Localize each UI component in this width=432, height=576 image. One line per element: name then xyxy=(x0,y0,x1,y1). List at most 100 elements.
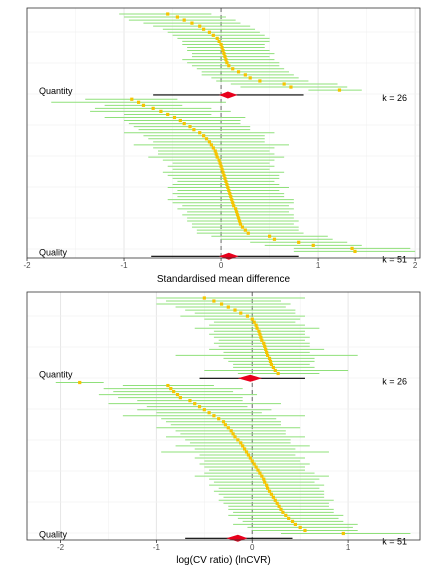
effect-point xyxy=(233,308,237,312)
effect-point xyxy=(166,112,170,117)
effect-point xyxy=(252,320,256,324)
effect-point xyxy=(265,483,269,487)
effect-point xyxy=(255,326,259,330)
effect-point xyxy=(262,341,266,345)
effect-point xyxy=(262,477,266,481)
effect-point xyxy=(215,36,219,40)
effect-point xyxy=(207,30,212,34)
x-axis-label: Standardised mean difference xyxy=(157,274,291,285)
effect-point xyxy=(211,146,215,150)
effect-point xyxy=(271,495,275,499)
x-tick-label: -1 xyxy=(153,543,161,552)
effect-point xyxy=(298,525,302,530)
effect-point xyxy=(217,417,221,421)
effect-point xyxy=(215,155,219,159)
effect-point xyxy=(219,42,223,47)
effect-point xyxy=(222,51,226,56)
x-tick-label: -2 xyxy=(23,261,31,270)
effect-point xyxy=(233,435,237,439)
effect-point xyxy=(213,149,217,153)
effect-point xyxy=(166,12,170,16)
effect-point xyxy=(207,411,211,415)
group-label-1: Quality xyxy=(39,529,68,539)
effect-point xyxy=(192,128,196,132)
effect-point xyxy=(269,362,274,367)
effect-point xyxy=(235,213,240,217)
effect-point xyxy=(221,170,225,174)
effect-point xyxy=(141,103,146,107)
effect-point xyxy=(246,231,250,235)
effect-point xyxy=(217,39,221,43)
effect-point xyxy=(169,386,173,391)
effect-point xyxy=(267,489,272,493)
effect-point xyxy=(289,85,293,89)
effect-point xyxy=(248,456,252,460)
effect-point xyxy=(264,347,268,351)
effect-point xyxy=(254,465,258,469)
effect-point xyxy=(220,45,224,50)
effect-point xyxy=(197,405,202,409)
effect-point xyxy=(159,109,163,114)
effect-point xyxy=(212,414,216,418)
group-label-0: Quantity xyxy=(39,86,73,96)
effect-point xyxy=(265,350,269,354)
effect-point xyxy=(221,48,225,53)
effect-point xyxy=(178,396,182,400)
effect-point xyxy=(190,21,194,25)
effect-point xyxy=(226,185,230,190)
effect-point xyxy=(273,498,277,502)
effect-point xyxy=(239,311,243,315)
effect-point xyxy=(269,492,274,496)
effect-point xyxy=(166,383,170,388)
effect-point xyxy=(260,338,264,342)
effect-point xyxy=(130,97,134,101)
effect-point xyxy=(221,420,226,424)
effect-point xyxy=(236,438,240,442)
effect-point xyxy=(207,140,212,144)
effect-point xyxy=(219,302,224,306)
effect-point xyxy=(282,82,286,86)
effect-point xyxy=(297,240,301,244)
x-tick-label: 2 xyxy=(413,261,418,270)
effect-point xyxy=(209,143,213,147)
effect-point xyxy=(250,317,254,321)
effect-point xyxy=(232,204,236,208)
effect-point xyxy=(225,182,229,187)
effect-point xyxy=(244,450,249,454)
k-label-0: k = 26 xyxy=(382,376,407,386)
effect-point xyxy=(236,70,241,74)
effect-point xyxy=(239,441,243,445)
summary-diamond xyxy=(219,91,238,99)
effect-point xyxy=(220,167,224,171)
k-label-1: k = 51 xyxy=(382,254,407,264)
effect-point xyxy=(258,79,262,83)
x-tick-label: 1 xyxy=(316,261,321,270)
effect-point xyxy=(311,243,315,247)
effect-point xyxy=(271,365,275,370)
effect-point xyxy=(223,423,228,427)
effect-point xyxy=(243,228,247,232)
effect-point xyxy=(337,88,342,92)
effect-point xyxy=(290,519,295,523)
effect-point xyxy=(267,234,272,238)
effect-point xyxy=(228,191,232,196)
forest-panel-1: Quantity k = 26 Quality k = 51 -2 -1 0 1 2 Standa… xyxy=(23,7,421,285)
group-label-1: Quality xyxy=(39,247,68,257)
effect-point xyxy=(258,471,262,475)
effect-point xyxy=(275,501,279,505)
x-tick-label: -1 xyxy=(120,261,128,270)
effect-point xyxy=(277,504,281,508)
effect-point xyxy=(175,15,180,19)
effect-point xyxy=(276,371,280,376)
effect-point xyxy=(198,131,202,135)
effect-point xyxy=(254,323,258,327)
effect-point xyxy=(219,164,223,168)
panel-border xyxy=(26,7,421,259)
effect-point xyxy=(263,344,267,348)
effect-point xyxy=(78,380,82,385)
effect-point xyxy=(212,299,216,303)
effect-point xyxy=(214,152,218,156)
effect-point xyxy=(252,462,256,466)
effect-point xyxy=(246,453,251,457)
